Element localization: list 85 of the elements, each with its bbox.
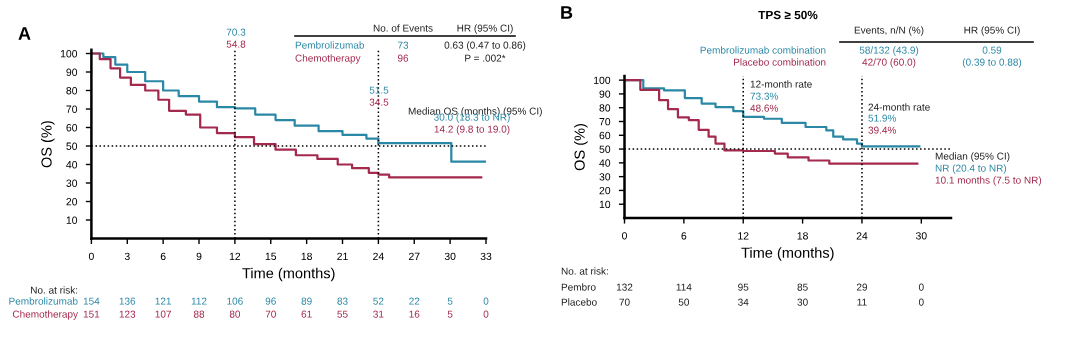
text: 73 <box>397 41 409 49</box>
x-tick-label: 6 <box>681 232 687 240</box>
y-tick-label: 30 <box>599 173 611 181</box>
y-tick-label: 100 <box>594 76 611 85</box>
y-tick-label: 10 <box>66 216 78 224</box>
annotation: Median (95% CI) <box>935 152 1010 162</box>
x-axis-title: Time (months) <box>242 267 335 282</box>
annotation: 12-month rate <box>750 80 812 88</box>
y-tick-label: 90 <box>66 68 78 76</box>
text: HR (95% CI) <box>964 26 1020 36</box>
annotation: 51.9% <box>868 114 896 122</box>
text: Pembro <box>561 283 596 291</box>
text: Placebo <box>561 298 597 306</box>
y-tick-label: 50 <box>599 145 611 153</box>
x-tick-label: 21 <box>337 252 348 260</box>
annotation: 10.1 months (7.5 to NR) <box>935 176 1042 186</box>
annotation: P = .002* <box>465 54 506 62</box>
x-tick-label: 18 <box>797 232 808 240</box>
x-tick-label: 24 <box>373 252 384 260</box>
text: Events, n/N (%) <box>854 26 924 36</box>
y-tick-label: 80 <box>599 104 611 112</box>
text: 70 50 34 30 11 0 <box>619 298 924 306</box>
x-tick-label: 6 <box>160 252 166 261</box>
x-tick-label: 27 <box>408 252 420 260</box>
annotation: 0.63 (0.47 to 0.86) <box>444 41 526 51</box>
x-tick-label: 30 <box>915 232 927 240</box>
text: 42/70 (60.0) <box>862 58 916 68</box>
y-tick-label: 100 <box>60 50 78 58</box>
x-tick-label: 9 <box>196 252 202 261</box>
chart-title: A <box>18 27 31 40</box>
x-tick-label: 3 <box>124 252 130 261</box>
text: Pembrolizumab <box>9 297 78 305</box>
x-tick-label: 0 <box>622 232 627 240</box>
text: Chemotherapy <box>295 54 361 64</box>
x-tick-label: 0 <box>88 252 94 261</box>
text: HR (95% CI) <box>457 24 513 34</box>
y-axis-title: OS (%) <box>574 124 588 171</box>
annotation: 34.5 <box>369 98 389 106</box>
text: (0.39 to 0.88) <box>962 58 1022 68</box>
annotation: 51.5 <box>369 86 389 94</box>
chart-subtitle: TPS ≥ 50% <box>758 10 818 20</box>
text: 132 114 95 85 29 0 <box>616 283 924 291</box>
text: 154 136 121 112 106 96 89 83 52 22 5 0 <box>83 297 489 305</box>
text: 58/132 (43.9) <box>859 46 919 56</box>
x-tick-label: 12 <box>738 232 749 240</box>
text: No. at risk: <box>561 267 608 275</box>
y-tick-label: 60 <box>599 131 611 140</box>
text: 54.8 <box>226 40 246 48</box>
y-tick-label: 90 <box>599 90 611 98</box>
y-tick-label: 70 <box>599 118 611 126</box>
text: Pembrolizumab combination <box>700 46 826 54</box>
annotation: 14.2 (9.8 to 19.0) <box>434 125 510 135</box>
text: No. of Events <box>373 24 433 32</box>
annotation: 73.3% <box>750 92 778 100</box>
y-tick-label: 30 <box>66 179 78 187</box>
text: Pembrolizumab <box>295 41 365 49</box>
y-tick-label: 10 <box>599 200 611 209</box>
text: No. at risk: <box>31 286 78 294</box>
annotation: 39.4% <box>868 126 896 134</box>
y-tick-label: 70 <box>66 105 78 113</box>
text: 0.59 <box>982 46 1002 54</box>
x-axis-title: Time (months) <box>741 247 834 261</box>
y-tick-label: 20 <box>599 186 611 195</box>
y-tick-label: 40 <box>599 159 611 167</box>
x-tick-label: 30 <box>444 252 456 261</box>
text: Placebo combination <box>733 58 826 66</box>
x-tick-label: 15 <box>265 252 277 261</box>
text: 70.3 <box>226 28 246 36</box>
x-tick-label: 12 <box>229 252 241 260</box>
chart-title: B <box>561 6 573 19</box>
text: Chemotherapy <box>12 310 78 320</box>
annotation: 48.6% <box>750 104 778 112</box>
annotation: 96 <box>397 54 409 62</box>
y-tick-label: 40 <box>66 161 78 169</box>
x-tick-label: 33 <box>480 252 492 261</box>
text: 151 123 107 88 80 70 61 55 31 16 5 0 <box>83 310 489 318</box>
y-tick-label: 80 <box>66 87 78 95</box>
annotation: NR (20.4 to NR) <box>935 164 1007 174</box>
y-tick-label: 50 <box>66 142 78 150</box>
y-tick-label: 20 <box>66 198 78 206</box>
y-tick-label: 60 <box>66 124 78 132</box>
x-tick-label: 24 <box>856 232 868 240</box>
y-axis-title: OS (%) <box>40 121 55 168</box>
annotation: 24-month rate <box>868 103 930 111</box>
x-tick-label: 18 <box>301 252 312 261</box>
